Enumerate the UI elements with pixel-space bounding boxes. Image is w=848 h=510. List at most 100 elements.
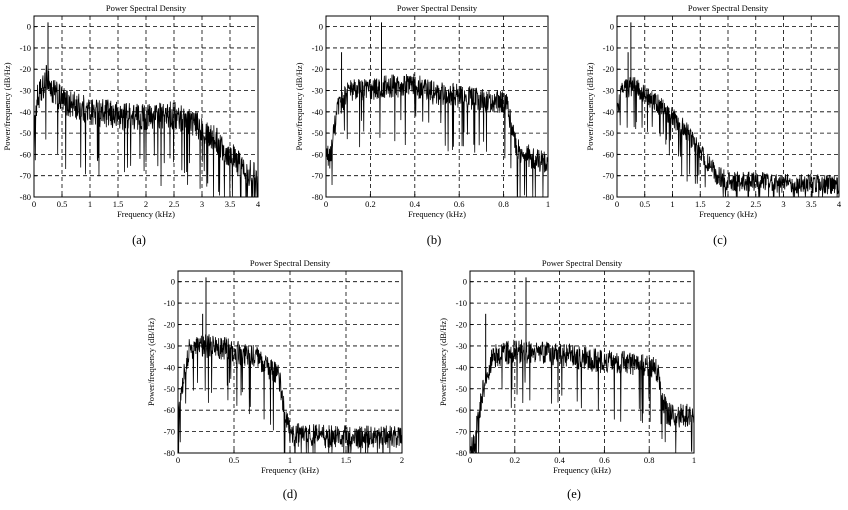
x-tick-label: 1 bbox=[288, 455, 292, 465]
y-tick-label: -80 bbox=[164, 448, 175, 458]
y-tick-label: -30 bbox=[312, 86, 323, 96]
y-tick-label: 0 bbox=[171, 277, 175, 287]
y-tick-label: -40 bbox=[456, 362, 467, 372]
y-tick-label: -40 bbox=[20, 107, 31, 117]
x-tick-label: 1 bbox=[670, 199, 674, 209]
chart-title: Power Spectral Density bbox=[250, 258, 331, 268]
y-tick-label: -20 bbox=[456, 320, 467, 330]
psd-panel-1: 0 0.2 0.4 0.6 0.8 1 -80 -70 -60 -50 -40 -30 -20 -10 0 P… bbox=[294, 3, 550, 247]
y-tick-label: 0 bbox=[319, 22, 323, 32]
y-tick-label: 0 bbox=[27, 22, 31, 32]
y-tick-label: -70 bbox=[20, 171, 31, 181]
y-tick-label: -10 bbox=[20, 43, 31, 53]
y-tick-label: -70 bbox=[312, 171, 323, 181]
x-tick-label: 0.4 bbox=[554, 455, 565, 465]
x-tick-label: 1.5 bbox=[113, 199, 124, 209]
y-tick-label: -60 bbox=[312, 149, 323, 159]
x-tick-label: 0 bbox=[468, 455, 472, 465]
x-tick-label: 3 bbox=[200, 199, 204, 209]
x-axis-label: Frequency (kHz) bbox=[408, 209, 466, 219]
panel-caption: (e) bbox=[567, 487, 581, 501]
y-tick-label: -30 bbox=[20, 86, 31, 96]
y-axis-label: Power/frequency (dB/Hz) bbox=[585, 62, 595, 150]
y-tick-label: 0 bbox=[463, 277, 467, 287]
y-tick-label: -80 bbox=[456, 448, 467, 458]
x-tick-label: 2 bbox=[726, 199, 730, 209]
x-tick-label: 4 bbox=[256, 199, 261, 209]
x-tick-label: 1.5 bbox=[695, 199, 706, 209]
y-tick-label: -40 bbox=[164, 362, 175, 372]
x-tick-label: 1 bbox=[88, 199, 92, 209]
x-tick-label: 0.2 bbox=[509, 455, 520, 465]
y-tick-label: -80 bbox=[20, 192, 31, 202]
y-tick-label: -20 bbox=[164, 320, 175, 330]
y-tick-label: 0 bbox=[610, 22, 614, 32]
y-tick-label: -70 bbox=[456, 427, 467, 437]
y-tick-label: -50 bbox=[456, 384, 467, 394]
chart-title: Power Spectral Density bbox=[542, 258, 623, 268]
y-axis-label: Power/frequency (dB/Hz) bbox=[294, 62, 304, 150]
x-tick-label: 3.5 bbox=[225, 199, 236, 209]
psd-panel-2: 0 0.5 1 1.5 2 2.5 3 3.5 4 -80 -70 -60 -50 -40 -30 -20 -1… bbox=[585, 3, 842, 247]
y-tick-label: -50 bbox=[20, 128, 31, 138]
y-tick-label: -70 bbox=[164, 427, 175, 437]
y-tick-label: -30 bbox=[164, 341, 175, 351]
chart-title: Power Spectral Density bbox=[397, 3, 478, 13]
y-tick-label: -30 bbox=[456, 341, 467, 351]
panel-caption: (a) bbox=[132, 233, 146, 247]
y-tick-label: -10 bbox=[456, 298, 467, 308]
y-tick-label: -50 bbox=[603, 128, 614, 138]
x-axis-label: Frequency (kHz) bbox=[117, 209, 175, 219]
plot-frame bbox=[325, 15, 549, 198]
x-tick-label: 1 bbox=[546, 199, 550, 209]
y-tick-label: -80 bbox=[603, 192, 614, 202]
chart-title: Power Spectral Density bbox=[106, 3, 187, 13]
panel-caption: (b) bbox=[427, 233, 442, 247]
y-tick-label: -10 bbox=[164, 298, 175, 308]
x-tick-label: 2.5 bbox=[169, 199, 180, 209]
y-axis-label: Power/frequency (dB/Hz) bbox=[146, 318, 156, 406]
panel-caption: (c) bbox=[713, 233, 727, 247]
psd-series-line bbox=[33, 65, 259, 198]
x-tick-label: 1 bbox=[692, 455, 696, 465]
x-tick-label: 0.2 bbox=[365, 199, 376, 209]
y-tick-label: -10 bbox=[603, 43, 614, 53]
y-tick-label: -80 bbox=[312, 192, 323, 202]
plot-frame bbox=[469, 270, 695, 454]
x-tick-label: 0 bbox=[615, 199, 619, 209]
x-tick-label: 1.5 bbox=[341, 455, 352, 465]
x-tick-label: 0.6 bbox=[454, 199, 465, 209]
psd-series-line bbox=[325, 73, 549, 198]
y-tick-label: -20 bbox=[603, 64, 614, 74]
x-tick-label: 0.5 bbox=[639, 199, 650, 209]
y-tick-label: -40 bbox=[603, 107, 614, 117]
y-tick-label: -40 bbox=[312, 107, 323, 117]
y-tick-label: -10 bbox=[312, 43, 323, 53]
y-tick-label: -50 bbox=[164, 384, 175, 394]
x-tick-label: 0 bbox=[32, 199, 36, 209]
psd-series-line bbox=[616, 77, 840, 198]
y-axis-label: Power/frequency (dB/Hz) bbox=[2, 62, 12, 150]
x-axis-label: Frequency (kHz) bbox=[553, 465, 611, 475]
x-tick-label: 2 bbox=[144, 199, 148, 209]
x-tick-label: 4 bbox=[837, 199, 842, 209]
x-tick-label: 3 bbox=[781, 199, 785, 209]
x-tick-label: 0.8 bbox=[644, 455, 655, 465]
y-tick-label: -20 bbox=[312, 64, 323, 74]
psd-series-line bbox=[469, 339, 695, 454]
panel-caption: (d) bbox=[283, 487, 298, 501]
y-tick-label: -60 bbox=[164, 405, 175, 415]
y-tick-label: -60 bbox=[603, 149, 614, 159]
y-tick-label: -20 bbox=[20, 64, 31, 74]
y-tick-label: -50 bbox=[312, 128, 323, 138]
x-tick-label: 0.6 bbox=[599, 455, 610, 465]
y-tick-label: -30 bbox=[603, 86, 614, 96]
x-tick-label: 0.4 bbox=[409, 199, 420, 209]
psd-panel-4: 0 0.2 0.4 0.6 0.8 1 -80 -70 -60 -50 -40 -30 -20 -10 0 P… bbox=[438, 258, 696, 501]
y-tick-label: -60 bbox=[20, 149, 31, 159]
y-tick-label: -70 bbox=[603, 171, 614, 181]
psd-panel-0: 0 0.5 1 1.5 2 2.5 3 3.5 4 -80 -70 -60 -50 -40 -30 -20 -1… bbox=[2, 3, 261, 247]
x-tick-label: 0.5 bbox=[57, 199, 68, 209]
chart-title: Power Spectral Density bbox=[688, 3, 769, 13]
